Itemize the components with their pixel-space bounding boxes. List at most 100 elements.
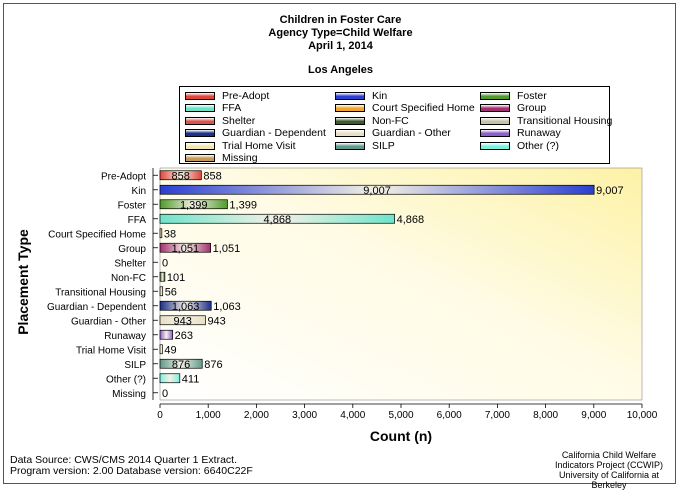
legend-label: Foster [517,90,547,102]
x-tick-label: 4,000 [340,410,365,421]
bar [159,300,212,311]
y-tick-label: Pre-Adopt [101,171,146,182]
legend: Pre-Adopt Kin Foster FFA Court Specified Hom… [179,86,613,164]
bar [159,199,228,210]
title-line-2: Agency Type=Child Welfare [268,27,413,39]
legend-swatch [185,129,215,138]
y-axis-label: Placement Type [15,229,31,335]
legend-swatch [185,154,215,162]
legend-swatch [185,116,215,125]
bar-value-label: 411 [182,373,200,385]
x-tick-label: 9,000 [581,410,606,421]
legend-swatch [335,129,365,138]
region-subtitle: Los Angeles [308,64,373,76]
legend-swatch [335,92,365,100]
bar-value-label: 1,063 [213,301,241,313]
x-tick-label: 0 [157,410,163,421]
bar-value-label: 49 [164,344,176,356]
legend-swatch [335,116,365,125]
y-tick-label: Guardian - Other [71,316,147,327]
legend-swatch [480,92,510,100]
x-tick-label: 3,000 [292,410,317,421]
program-version-line: Program version: 2.00 Database version: … [10,465,253,477]
x-axis-label: Count (n) [369,428,433,444]
x-tick-label: 10,000 [627,410,658,421]
legend-label: Runaway [517,127,561,140]
bar-value-label: 876 [204,359,222,371]
legend-label: Shelter [222,114,256,127]
y-tick-label: Group [118,244,146,255]
legend-label: SILP [372,139,395,152]
y-tick-label: SILP [124,360,146,371]
y-tick-label: Missing [112,389,146,400]
x-tick-label: 8,000 [533,410,558,421]
y-tick-label: Other (?) [106,374,146,385]
x-tick-label: 1,000 [196,410,221,421]
y-tick-label: Non-FC [111,273,146,284]
legend-label: Pre-Adopt [222,90,270,102]
x-tick-label: 2,000 [244,410,269,421]
y-tick-label: Guardian - Dependent [47,302,146,313]
bar [159,184,595,195]
x-tick-label: 7,000 [485,410,510,421]
legend-swatch [335,104,365,113]
bar-inner-label: 876 [172,359,190,371]
y-tick-label: FFA [128,215,147,226]
y-tick-label: Kin [132,186,146,197]
bar-value-label: 1,399 [229,199,257,211]
bar [159,286,164,297]
legend-label: Court Specified Home [372,102,475,115]
legend-swatch [185,141,215,150]
bar-value-label: 56 [165,286,177,298]
title-line-1: Children in Foster Care [279,14,402,26]
legend-label: Other (?) [517,139,560,152]
bar-inner-label: 9,007 [363,185,391,197]
data-source-note: Data Source: CWS/CMS 2014 Quarter 1 Extr… [10,455,253,477]
bar-value-label: 4,868 [397,214,425,226]
y-tick-label: Shelter [114,258,146,269]
y-tick-label: Transitional Housing [55,287,146,298]
bar-value-label: 1,051 [213,243,241,255]
bar [159,213,395,224]
y-tick-label: Trial Home Visit [76,345,146,356]
bar [159,344,163,355]
legend-swatch [185,104,215,113]
bar [159,315,206,326]
legend-swatch [480,104,510,113]
bar-inner-label: 858 [171,170,189,182]
chart-title: Children in Foster Care Agency Type=Chil… [0,14,681,53]
credit-line-2: Indicators Project (CCWIP) [554,460,664,470]
title-line-3: April 1, 2014 [308,40,373,52]
legend-label: FFA [222,102,242,115]
legend-label: Trial Home Visit [222,139,296,152]
plot-area [159,167,643,401]
legend-label: Transitional Housing [517,114,613,127]
y-tick-label: Runaway [104,331,146,342]
legend-swatch [480,141,510,150]
bar-inner-label: 4,868 [264,214,292,226]
bar-inner-label: 943 [174,315,192,327]
credit-line-3: University of California at Berkeley [558,470,660,490]
y-tick-label: Foster [118,200,147,211]
bar [159,271,166,282]
bar-value-label: 0 [162,257,168,269]
legend-label: Guardian - Other [372,127,451,140]
bar-value-label: 101 [167,272,185,284]
bar-value-label: 263 [175,330,193,342]
bar [159,228,163,239]
bar [159,329,174,340]
bar-inner-label: 1,399 [180,199,208,211]
legend-swatch [185,92,215,100]
credit-note: California Child Welfare Indicators Proj… [549,450,669,490]
bar-value-label: 858 [203,170,221,182]
bar [159,170,202,181]
bar [159,373,181,384]
bar-value-label: 943 [207,315,225,327]
credit-line-1: California Child Welfare [561,450,657,460]
legend-swatch [480,116,510,125]
legend-label: Group [517,102,547,115]
bar-value-label: 9,007 [596,185,624,197]
x-tick-label: 6,000 [437,410,462,421]
bar-inner-label: 1,051 [172,243,200,255]
